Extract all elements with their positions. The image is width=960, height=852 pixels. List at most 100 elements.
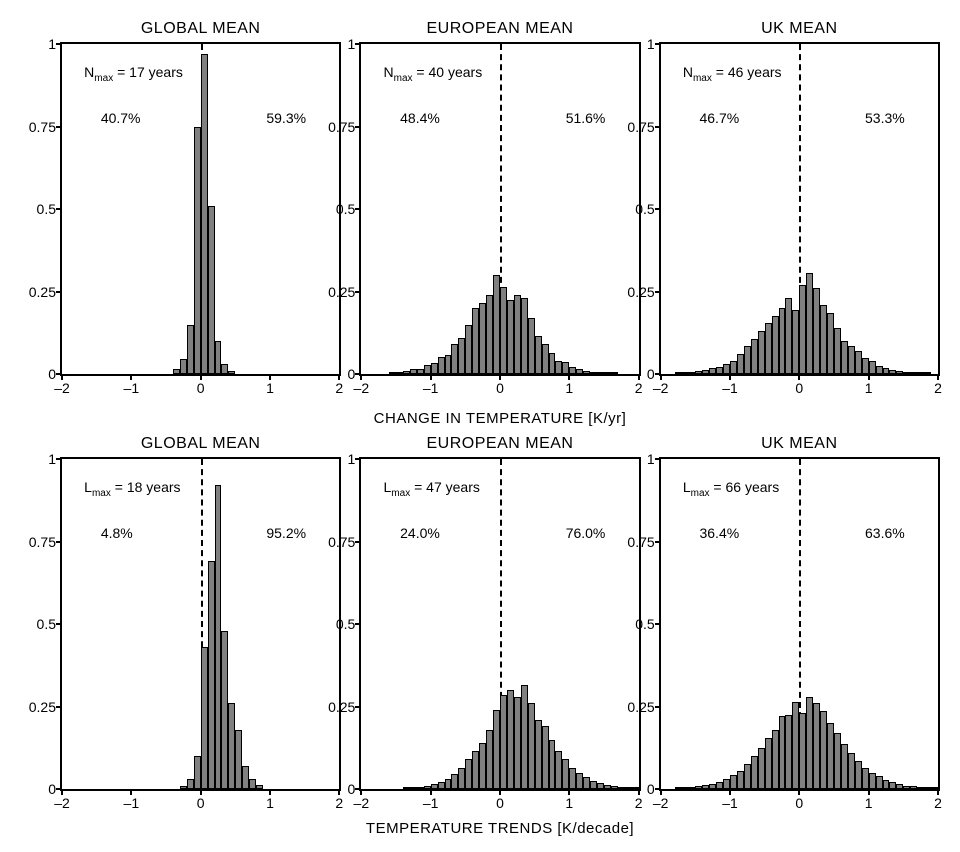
bar [903,372,910,374]
xtick-label: –1 [124,795,140,811]
xtick-label: –2 [54,380,70,396]
xtick-label: 1 [865,795,873,811]
param-sub: max [94,73,113,84]
bar [730,361,737,374]
bar [758,331,765,374]
xtick-label: 1 [266,795,274,811]
bar [675,372,682,374]
bar [576,369,583,374]
ytick-label: 0.25 [615,699,655,715]
bar [765,738,772,789]
bar [841,341,848,374]
bar [862,768,869,789]
ytick-label: 1 [315,451,355,467]
right-pct: 95.2% [266,525,306,541]
bar [187,779,194,789]
ytick-label: 0.5 [16,616,56,632]
xtick-label: 2 [335,380,343,396]
bar [235,730,242,789]
ytick-label: 1 [16,451,56,467]
bar [730,775,737,789]
bar [889,782,896,789]
bar [820,305,827,374]
bar [903,786,910,789]
bar [675,787,682,789]
panel-title: EUROPEAN MEAN [359,435,640,453]
param-sub: max [391,488,410,499]
ytick-mark [56,291,62,293]
bar [479,743,486,789]
bar [924,787,931,789]
param-annotation: Nmax = 40 years [384,64,483,84]
right-pct: 76.0% [566,525,606,541]
bar [208,206,215,374]
bars [661,459,938,789]
bar [201,647,208,789]
right-pct: 63.6% [865,525,905,541]
bar [410,369,417,374]
bar [695,371,702,374]
bar [751,756,758,789]
bar [869,361,876,374]
bar [813,703,820,789]
panel-title: UK MEAN [659,20,940,38]
plot-box: Lmax = 66 years36.4%63.6%00.250.50.751–2… [659,457,940,791]
param-value: 66 years [726,479,780,495]
bar [493,275,500,374]
bar [507,690,514,789]
bars [361,44,638,374]
bar [688,372,695,374]
bar [528,703,535,789]
bar [465,759,472,789]
xtick-label: –2 [354,380,370,396]
bar [709,368,716,374]
param-prefix: L [683,479,691,495]
bar [716,367,723,374]
ytick-label: 0 [315,366,355,382]
bar [486,730,493,789]
bar [445,355,452,374]
left-pct: 36.4% [699,525,739,541]
bar [569,768,576,789]
bar [514,295,521,374]
bar [542,344,549,374]
bar [535,720,542,789]
panel-title: EUROPEAN MEAN [359,20,640,38]
bar [896,371,903,374]
bar [562,362,569,374]
bar [201,54,208,374]
ytick-label: 0.25 [315,284,355,300]
bar [500,695,507,789]
xtick-label: –2 [54,795,70,811]
ytick-mark [355,706,361,708]
bar [180,786,187,789]
bar [431,363,438,374]
bar [806,697,813,789]
bar [458,338,465,374]
bar [723,364,730,374]
bar [855,761,862,789]
ytick-label: 0.25 [16,284,56,300]
xtick-label: –2 [354,795,370,811]
bar [228,371,235,374]
ytick-mark [355,208,361,210]
bar [500,287,507,374]
bar [590,781,597,789]
ytick-label: 1 [16,36,56,52]
ytick-mark [355,458,361,460]
xtick-label: 0 [496,795,504,811]
bar [472,751,479,789]
bar [744,346,751,374]
ytick-mark [56,706,62,708]
bar [876,776,883,789]
bar [208,561,215,789]
left-pct: 40.7% [101,110,141,126]
bar [242,766,249,789]
xtick-label: 1 [565,795,573,811]
plot-box: Nmax = 17 years40.7%59.3%00.250.50.751–2… [60,42,341,376]
plot-box: Nmax = 40 years48.4%51.6%00.250.50.751–2… [359,42,640,376]
ytick-mark [355,126,361,128]
bar [744,764,751,789]
ytick-mark [355,623,361,625]
ytick-mark [655,126,661,128]
